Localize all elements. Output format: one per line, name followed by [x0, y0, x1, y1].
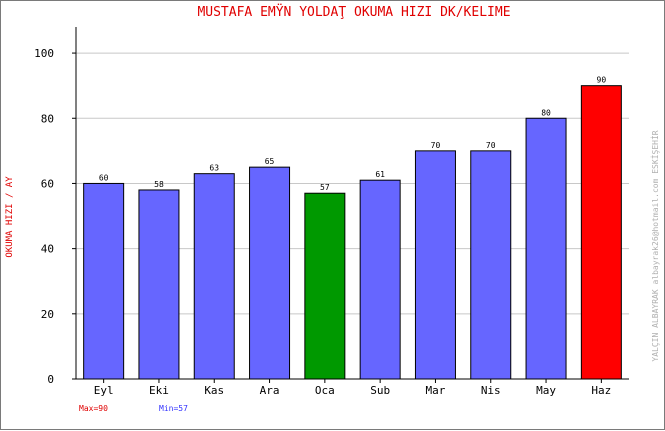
bar-sub [359, 179, 401, 380]
bar-oca [304, 192, 346, 380]
credit-text: YALÇIN ALBAYRAK albayrak26@hotmail.com E… [650, 130, 660, 361]
x-tick-label-oca: Oca [315, 384, 335, 397]
y-axis-ticks: 0 20 40 60 80 100 [34, 47, 76, 386]
bar-kas [193, 173, 235, 380]
max-value-label: Max=90 [79, 404, 108, 413]
x-tick-label-mar: Mar [426, 384, 446, 397]
bar-eyl [83, 182, 125, 380]
data-label-may: 80 [541, 108, 551, 117]
chart-title: MUSTAFA EMŸN YOLDAŢ OKUMA HIZI DK/KELIME [197, 4, 510, 20]
y-tick-label: 80 [41, 112, 54, 125]
x-tick-label-nis: Nis [481, 384, 501, 397]
y-tick-label: 40 [41, 243, 54, 256]
y-tick-label: 100 [34, 47, 54, 60]
y-tick-label: 0 [47, 373, 54, 386]
x-tick-label-eyl: Eyl [94, 384, 114, 397]
y-tick-label: 20 [41, 308, 54, 321]
x-tick-label-ara: Ara [260, 384, 280, 397]
y-tick-label: 60 [41, 177, 54, 190]
data-label-haz: 90 [597, 76, 607, 85]
x-tick-label-kas: Kas [204, 384, 224, 397]
bar-mar [414, 150, 456, 380]
bar-haz [580, 85, 622, 380]
x-tick-label-eki: Eki [149, 384, 169, 397]
bar-ara [249, 166, 291, 380]
data-label-kas: 63 [209, 164, 219, 173]
x-axis-ticks: Eyl Eki Kas Ara Oca Sub Mar Nis May Haz [94, 379, 611, 397]
data-label-nis: 70 [486, 141, 496, 150]
bar-nis [470, 150, 512, 380]
data-label-ara: 65 [265, 157, 275, 166]
x-tick-label-may: May [536, 384, 556, 397]
data-label-mar: 70 [431, 141, 441, 150]
x-tick-label-sub: Sub [370, 384, 390, 397]
bar-may [525, 117, 567, 380]
bar-eki [138, 189, 180, 380]
data-label-sub: 61 [375, 170, 385, 179]
data-labels-group: 60 58 63 65 57 61 70 70 80 90 [99, 76, 607, 193]
data-label-eki: 58 [154, 180, 164, 189]
min-value-label: Min=57 [159, 404, 188, 413]
y-axis-label: OKUMA HIZI / AY [5, 176, 15, 258]
data-label-eyl: 60 [99, 173, 109, 182]
x-tick-label-haz: Haz [591, 384, 611, 397]
bars-group [83, 85, 622, 380]
data-label-oca: 57 [320, 183, 330, 192]
